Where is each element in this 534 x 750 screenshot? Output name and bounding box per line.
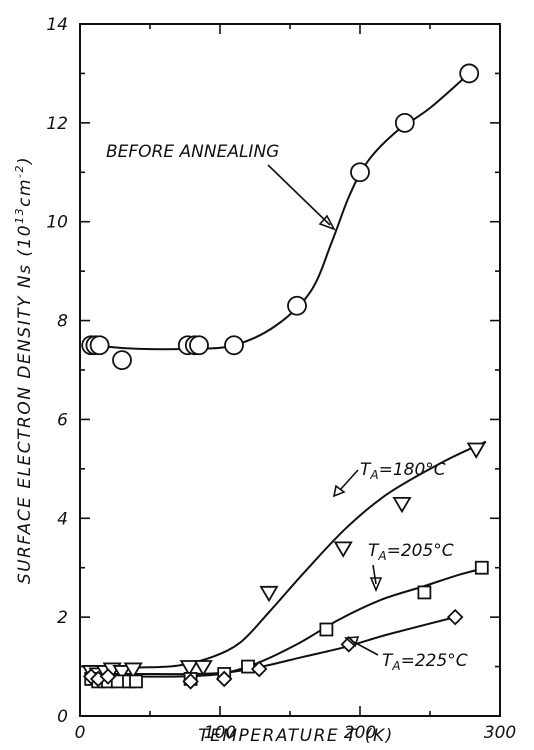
point-205-c-10 xyxy=(417,585,432,600)
label-ta-180-sub: A xyxy=(369,468,378,482)
label-ta-205: TA=205°C xyxy=(368,541,454,563)
point-225-c-3 xyxy=(182,673,199,690)
y-axis-title-end: ) xyxy=(15,156,35,166)
label-ta-225-t: T xyxy=(382,651,394,671)
y-tick-label-8: 8 xyxy=(57,312,68,332)
arrowhead-ta-225 xyxy=(344,636,360,648)
point-225-c-4 xyxy=(215,670,233,688)
label-ta-225-sub: A xyxy=(391,659,400,673)
arrow-before-annealing xyxy=(267,164,331,226)
point-180-c-8 xyxy=(259,585,279,603)
point-205-c-9 xyxy=(319,622,334,637)
curve-before-annealing xyxy=(91,72,470,351)
annotations: BEFORE ANNEALING TA=180°C TA=205°C TA=22… xyxy=(106,142,468,673)
y-tick-label-2: 2 xyxy=(57,608,68,628)
point-180-c-7 xyxy=(193,660,213,677)
axes: 0 100 200 300 0 2 4 6 8 10 12 14 xyxy=(46,15,516,743)
y-axis-title-mid: cm xyxy=(15,178,35,207)
y-axis-title-sup1: 13 xyxy=(13,207,26,224)
y-tick-label-10: 10 xyxy=(46,213,68,233)
label-before-annealing: BEFORE ANNEALING xyxy=(106,142,279,162)
point-180-c-4 xyxy=(112,665,132,682)
point-before-annealing-8 xyxy=(287,295,307,316)
arrowhead-before-annealing xyxy=(318,214,336,231)
point-180-c-6 xyxy=(179,660,199,677)
point-225-c-7 xyxy=(446,608,464,626)
arrowhead-ta-205 xyxy=(369,577,383,593)
arrowhead-ta-180 xyxy=(332,484,346,498)
point-225-c-2 xyxy=(99,668,117,685)
label-ta-180-value: =180°C xyxy=(379,460,446,480)
point-before-annealing-11 xyxy=(459,63,480,84)
point-before-annealing-2 xyxy=(89,335,110,356)
x-tick-label-200: 200 xyxy=(344,723,376,743)
markers xyxy=(81,63,489,690)
y-axis-title-sup2: -2 xyxy=(13,164,26,178)
point-205-c-8 xyxy=(241,659,255,674)
y-tick-label-12: 12 xyxy=(46,114,68,134)
label-ta-205-sub: A xyxy=(377,549,386,563)
x-axis-title: TEMPERATURE T (K) xyxy=(198,726,393,746)
y-axis-title: SURFACE ELECTRON DENSITY Ns (1013cm-2) xyxy=(13,156,35,584)
y-tick-label-14: 14 xyxy=(46,15,68,35)
point-205-c-5 xyxy=(129,674,143,689)
point-205-c-11 xyxy=(474,560,489,575)
y-tick-label-6: 6 xyxy=(57,410,68,430)
label-ta-205-value: =205°C xyxy=(387,541,454,561)
point-before-annealing-9 xyxy=(350,162,370,183)
x-tick-label-300: 300 xyxy=(484,723,516,743)
y-tick-label-4: 4 xyxy=(57,509,68,529)
point-before-annealing-3 xyxy=(112,350,132,371)
point-before-annealing-7 xyxy=(224,335,244,356)
arrow-ta-180 xyxy=(339,469,359,491)
point-180-c-10 xyxy=(392,496,412,514)
point-180-c-11 xyxy=(466,442,486,459)
y-tick-label-0: 0 xyxy=(57,707,68,727)
point-before-annealing-10 xyxy=(394,112,415,133)
label-ta-225: TA=225°C xyxy=(382,651,468,673)
label-ta-225-value: =225°C xyxy=(401,651,468,671)
x-tick-label-100: 100 xyxy=(204,723,236,743)
curve-205-c xyxy=(91,566,487,678)
label-ta-205-t: T xyxy=(368,541,380,561)
point-180-c-5 xyxy=(123,662,143,679)
curve-180-c xyxy=(91,440,487,670)
plot-frame xyxy=(79,23,501,717)
label-ta-180-t: T xyxy=(360,460,372,480)
y-axis-title-main: SURFACE ELECTRON DENSITY Ns (10 xyxy=(15,224,35,584)
point-180-c-9 xyxy=(333,541,353,558)
arrow-ta-205 xyxy=(372,564,377,585)
point-before-annealing-6 xyxy=(189,335,209,356)
x-tick-label-0: 0 xyxy=(75,723,86,743)
label-ta-180: TA=180°C xyxy=(360,460,446,482)
point-225-c-5 xyxy=(250,660,268,678)
